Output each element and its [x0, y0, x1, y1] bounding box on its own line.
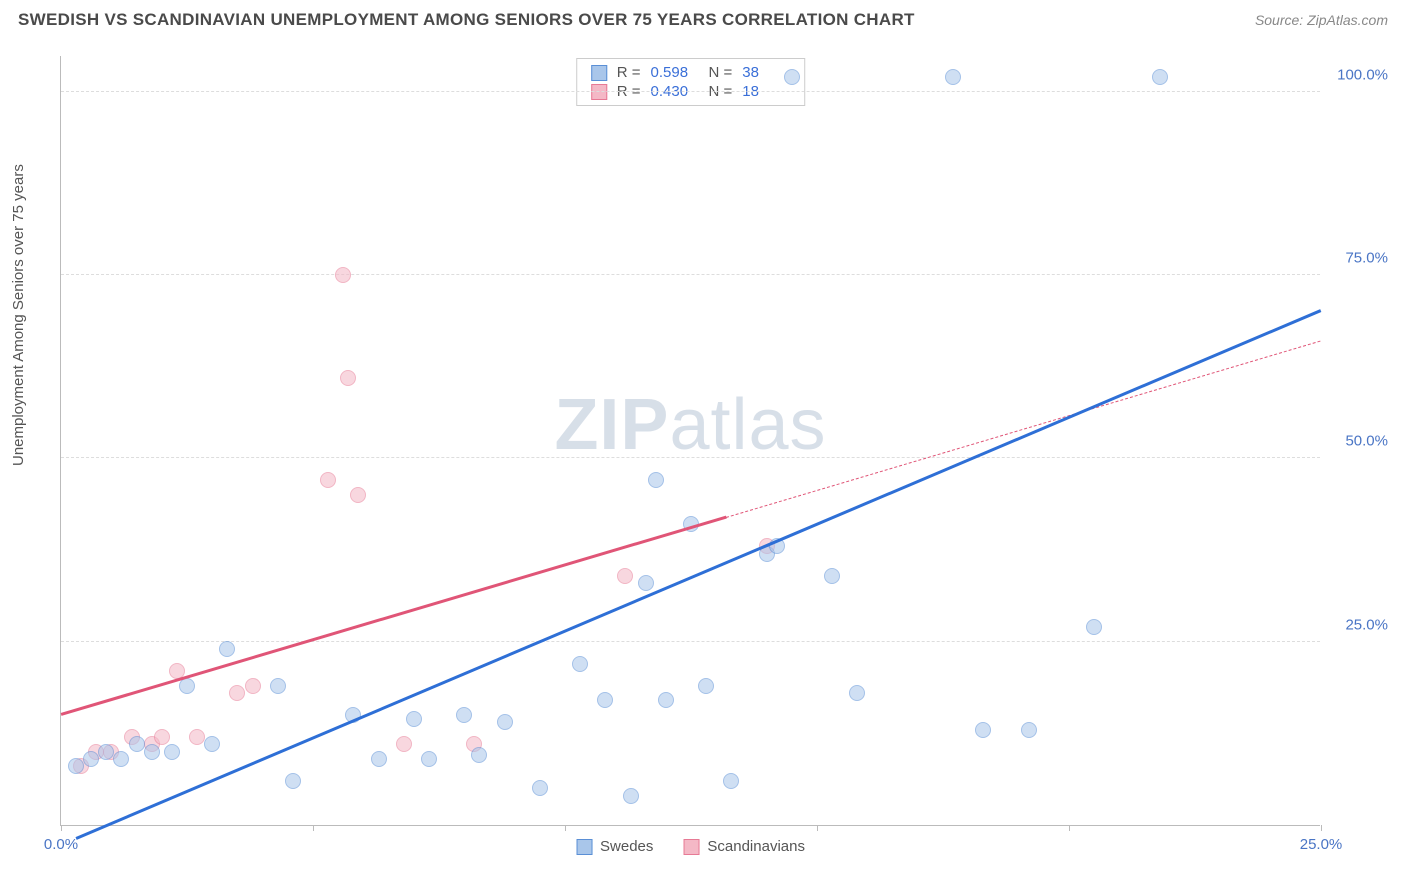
- data-point: [350, 487, 366, 503]
- data-point: [371, 751, 387, 767]
- data-point: [245, 678, 261, 694]
- r-value: 0.598: [651, 64, 699, 81]
- data-point: [204, 736, 220, 752]
- trend-line: [726, 340, 1321, 517]
- data-point: [1021, 722, 1037, 738]
- data-point: [698, 678, 714, 694]
- watermark-zip: ZIP: [554, 385, 669, 465]
- y-tick-label: 50.0%: [1345, 433, 1388, 450]
- data-point: [849, 685, 865, 701]
- data-point: [723, 773, 739, 789]
- data-point: [471, 747, 487, 763]
- data-point: [975, 722, 991, 738]
- data-point: [98, 744, 114, 760]
- legend-label: Scandinavians: [707, 838, 805, 855]
- data-point: [638, 575, 654, 591]
- y-tick-label: 25.0%: [1345, 616, 1388, 633]
- legend-swatch: [576, 839, 592, 855]
- data-point: [320, 472, 336, 488]
- x-tick-label: 25.0%: [1300, 836, 1343, 853]
- x-tick: [565, 825, 566, 831]
- data-point: [421, 751, 437, 767]
- data-point: [824, 568, 840, 584]
- legend-label: Swedes: [600, 838, 653, 855]
- data-point: [68, 758, 84, 774]
- data-point: [270, 678, 286, 694]
- y-tick-label: 75.0%: [1345, 250, 1388, 267]
- data-point: [648, 472, 664, 488]
- gridline: [61, 641, 1320, 642]
- data-point: [597, 692, 613, 708]
- watermark-atlas: atlas: [669, 385, 826, 465]
- data-point: [164, 744, 180, 760]
- x-tick: [817, 825, 818, 831]
- data-point: [1086, 619, 1102, 635]
- data-point: [144, 744, 160, 760]
- data-point: [784, 69, 800, 85]
- trend-line: [61, 515, 727, 715]
- data-point: [285, 773, 301, 789]
- chart-title: SWEDISH VS SCANDINAVIAN UNEMPLOYMENT AMO…: [18, 10, 915, 30]
- legend-item: Scandinavians: [683, 838, 805, 855]
- legend-swatch: [683, 839, 699, 855]
- correlation-stats-box: R =0.598N =38R =0.430N =18: [576, 58, 806, 106]
- series-swatch: [591, 65, 607, 81]
- legend-item: Swedes: [576, 838, 653, 855]
- data-point: [406, 711, 422, 727]
- r-label: R =: [617, 64, 641, 81]
- data-point: [340, 370, 356, 386]
- x-tick-label: 0.0%: [44, 836, 78, 853]
- gridline: [61, 457, 1320, 458]
- data-point: [456, 707, 472, 723]
- data-point: [229, 685, 245, 701]
- data-point: [945, 69, 961, 85]
- x-tick: [61, 825, 62, 831]
- chart-container: Unemployment Among Seniors over 75 years…: [0, 36, 1406, 886]
- gridline: [61, 274, 1320, 275]
- source-label: Source: ZipAtlas.com: [1255, 12, 1388, 28]
- stats-row: R =0.598N =38: [591, 63, 791, 82]
- data-point: [623, 788, 639, 804]
- data-point: [532, 780, 548, 796]
- x-tick: [1069, 825, 1070, 831]
- watermark: ZIPatlas: [554, 384, 826, 466]
- legend: Swedes Scandinavians: [576, 838, 805, 855]
- data-point: [219, 641, 235, 657]
- data-point: [83, 751, 99, 767]
- data-point: [497, 714, 513, 730]
- x-tick: [1321, 825, 1322, 831]
- trend-line: [76, 309, 1322, 839]
- x-tick: [313, 825, 314, 831]
- data-point: [396, 736, 412, 752]
- y-axis-label: Unemployment Among Seniors over 75 years: [10, 164, 27, 466]
- data-point: [189, 729, 205, 745]
- data-point: [658, 692, 674, 708]
- gridline: [61, 91, 1320, 92]
- n-label: N =: [709, 64, 733, 81]
- data-point: [335, 267, 351, 283]
- data-point: [129, 736, 145, 752]
- data-point: [179, 678, 195, 694]
- plot-area: ZIPatlas R =0.598N =38R =0.430N =18 Swed…: [60, 56, 1320, 826]
- y-tick-label: 100.0%: [1337, 66, 1388, 83]
- data-point: [1152, 69, 1168, 85]
- data-point: [113, 751, 129, 767]
- data-point: [572, 656, 588, 672]
- data-point: [154, 729, 170, 745]
- data-point: [617, 568, 633, 584]
